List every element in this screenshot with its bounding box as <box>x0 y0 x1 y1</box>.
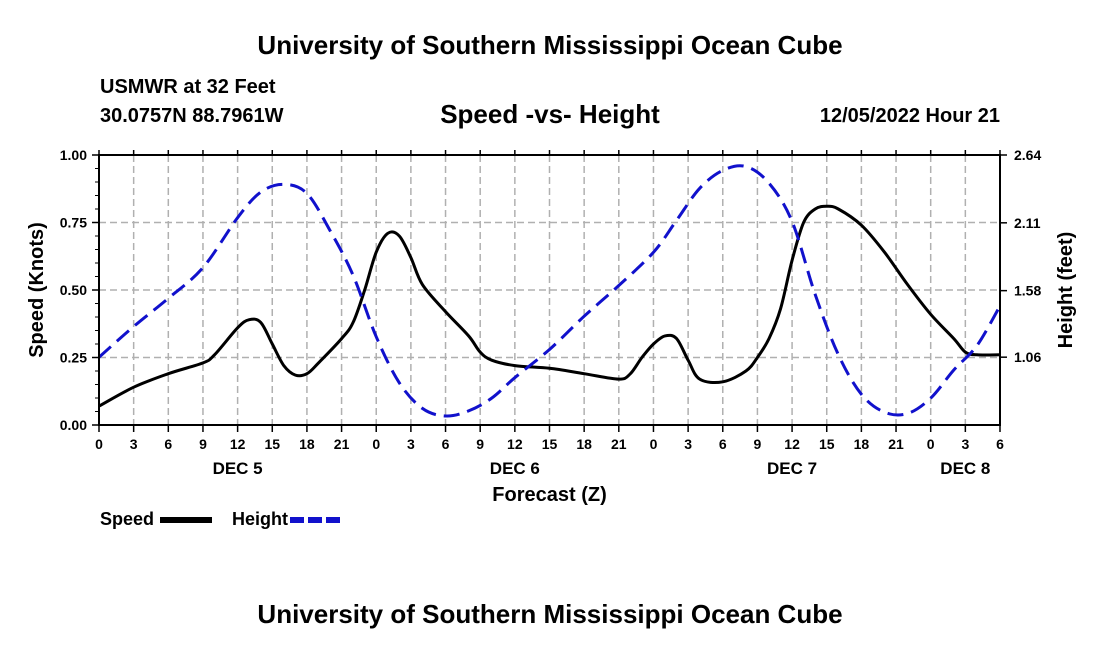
y2-tick-label: 1.06 <box>1014 349 1041 365</box>
y-tick-label: 0.50 <box>60 282 87 298</box>
legend-speed-swatch <box>160 516 213 523</box>
station-coordinates: 30.0757N 88.7961W <box>100 105 284 127</box>
series-line-speed <box>98 204 1001 408</box>
x-tick-label: 3 <box>130 436 138 452</box>
x-tick-label: 12 <box>784 436 800 452</box>
x-tick-label: 6 <box>719 436 727 452</box>
x-tick-label: 6 <box>164 436 172 452</box>
y-axis-label: Speed (Knots) <box>26 222 48 358</box>
x-tick-label: 15 <box>542 436 558 452</box>
x-tick-label: 15 <box>819 436 835 452</box>
x-tick-label: 18 <box>299 436 315 452</box>
x-tick-label: 15 <box>264 436 280 452</box>
y2-tick-label: 2.11 <box>1014 215 1041 231</box>
y-tick-label: 1.00 <box>60 147 87 163</box>
day-label: DEC 7 <box>767 459 817 478</box>
x-tick-label: 21 <box>611 436 627 452</box>
y2-tick-label: 1.58 <box>1014 283 1041 299</box>
plot-frame <box>98 154 1001 426</box>
chart-subtitle: Speed -vs- Height <box>440 99 660 129</box>
x-tick-label: 21 <box>334 436 350 452</box>
x-tick-label: 9 <box>754 436 762 452</box>
series-layer <box>98 164 1002 418</box>
day-label: DEC 5 <box>213 459 263 478</box>
x-tick-label: 6 <box>442 436 450 452</box>
day-label: DEC 8 <box>940 459 990 478</box>
footer-title: University of Southern Mississippi Ocean… <box>257 599 843 629</box>
x-tick-label: 12 <box>230 436 246 452</box>
x-tick-label: 6 <box>996 436 1004 452</box>
legend-speed-label: Speed <box>100 509 155 529</box>
x-tick-label: 3 <box>684 436 692 452</box>
y2-axis-label: Height (feet) <box>1055 232 1077 349</box>
legend: Speed Height <box>100 509 344 530</box>
x-tick-label: 18 <box>854 436 870 452</box>
speed-height-chart: 0 3 6 9 12 15 18 21 0 3 6 9 12 15 18 21 0 3 6 9 12 15 18 21 0 3 6D… <box>26 147 1077 506</box>
x-tick-label: 0 <box>927 436 935 452</box>
x-tick-label: 0 <box>372 436 380 452</box>
y-tick-label: 0.75 <box>60 215 87 231</box>
legend-height-swatch <box>290 516 343 523</box>
day-label: DEC 6 <box>490 459 540 478</box>
x-tick-label: 3 <box>407 436 415 452</box>
x-tick-label: 3 <box>961 436 969 452</box>
station-label: USMWR at 32 Feet <box>100 76 276 98</box>
x-tick-label: 18 <box>576 436 592 452</box>
x-tick-label: 9 <box>476 436 484 452</box>
x-tick-label: 0 <box>95 436 103 452</box>
x-tick-label: 0 <box>650 436 658 452</box>
legend-height-label: Height <box>232 509 289 529</box>
y-axis-ticks: 0.00 0.25 0.50 0.75 1.00 <box>60 147 99 433</box>
y2-axis-ticks: 1.06 1.58 2.11 2.64 <box>1000 147 1041 365</box>
x-tick-label: 12 <box>507 436 523 452</box>
y2-tick-label: 2.64 <box>1014 147 1041 163</box>
y-tick-label: 0.00 <box>60 417 87 433</box>
y-tick-label: 0.25 <box>60 350 87 366</box>
x-tick-label: 21 <box>888 436 904 452</box>
forecast-datetime: 12/05/2022 Hour 21 <box>819 105 1000 127</box>
series-line-height <box>98 164 1002 418</box>
x-axis-ticks: 0 3 6 9 12 15 18 21 0 3 6 9 12 15 18 21 0 3 6 9 12 15 18 21 0 3 6D… <box>95 150 1004 478</box>
chart-title: University of Southern Mississippi Ocean… <box>257 30 843 60</box>
x-axis-label: Forecast (Z) <box>492 484 606 506</box>
grid-lines <box>99 154 1000 425</box>
x-tick-label: 9 <box>199 436 207 452</box>
